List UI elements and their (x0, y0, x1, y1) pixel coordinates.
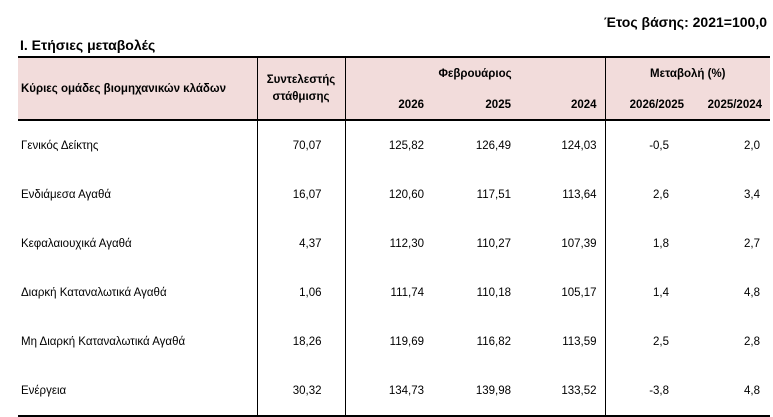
row-change-2026-2025: 2,6 (653, 188, 670, 201)
row-value-2024: 113,64 (519, 170, 606, 219)
header-weight-line1: Συντελεστής (266, 73, 336, 86)
row-name: Κεφαλαιουχικά Αγαθά (18, 219, 258, 268)
row-value-2025: 117,51 (476, 188, 511, 201)
row-weight: 30,32 (257, 366, 346, 417)
row-weight: 70,07 (257, 120, 346, 170)
header-year-2024: 2024 (519, 90, 606, 120)
row-value-2025: 116,82 (476, 335, 511, 348)
header-year-2026: 2026 (345, 90, 432, 120)
table-row: Ενδιάμεσα Αγαθά 16,07 120,60 117,51 113,64 2,… (18, 170, 770, 219)
header-change: Μεταβολή (%) (605, 57, 771, 90)
row-name: Διαρκή Καταναλωτικά Αγαθά (18, 268, 258, 317)
row-change-2026-2025: -0,5 (649, 139, 670, 152)
row-value-2024: 107,39 (519, 219, 606, 268)
row-change-2026-2025: -3,8 (605, 366, 693, 417)
row-change-2025-2024: 2,7 (744, 237, 761, 250)
row-value-2025: 139,98 (432, 366, 519, 417)
section-title: I. Ετήσιες μεταβολές (20, 37, 156, 53)
row-name: Ενδιάμεσα Αγαθά (18, 170, 258, 219)
row-weight: 1,06 (257, 268, 346, 317)
row-value-2026: 111,74 (390, 286, 424, 299)
row-weight: 18,26 (257, 317, 346, 366)
row-value-2026: 134,73 (345, 366, 432, 417)
row-value-2024: 105,17 (519, 268, 606, 317)
industrial-index-table: Κύριες ομάδες βιομηχανικών κλάδων Συντελ… (18, 56, 771, 417)
row-value-2024: 113,59 (519, 317, 606, 366)
row-weight: 16,07 (257, 170, 346, 219)
row-change-2025-2024: 2,8 (744, 335, 761, 348)
header-month: Φεβρουάριος (345, 57, 606, 90)
header-change-2026-2025: 2026/2025 (605, 90, 693, 120)
table-row: Ενέργεια 30,32 134,73 139,98 133,52 -3,8 4,8 (18, 366, 771, 417)
row-value-2026: 112,30 (389, 237, 424, 250)
row-value-2026: 125,82 (388, 139, 424, 152)
header-weight: Συντελεστής στάθμισης (257, 57, 346, 120)
table-row: Κεφαλαιουχικά Αγαθά 4,37 112,30 110,27 107,3… (18, 219, 770, 268)
header-change-2025-2024: 2025/2024 (692, 90, 771, 120)
row-change-2025-2024: 4,8 (692, 366, 771, 417)
row-name: Ενέργεια (18, 366, 258, 417)
row-change-2025-2024: 3,4 (744, 188, 761, 201)
row-value-2024: 124,03 (519, 120, 606, 170)
row-value-2024: 133,52 (519, 366, 606, 417)
header-year-2025: 2025 (432, 90, 519, 120)
row-change-2026-2025: 1,8 (653, 237, 670, 250)
table-row: Διαρκή Καταναλωτικά Αγαθά 1,06 111,74 110,1… (18, 268, 770, 317)
row-value-2025: 110,18 (476, 286, 511, 299)
row-value-2025: 126,49 (475, 139, 511, 152)
row-name: Μη Διαρκή Καταναλωτικά Αγαθά (18, 317, 258, 366)
row-change-2025-2024: 4,8 (744, 286, 761, 299)
row-change-2025-2024: 2,0 (744, 139, 761, 152)
row-value-2026: 119,69 (389, 335, 424, 348)
row-change-2026-2025: 1,4 (653, 286, 670, 299)
table-row: Μη Διαρκή Καταναλωτικά Αγαθά 18,26 119,69 1… (18, 317, 770, 366)
header-weight-line2: στάθμισης (272, 90, 330, 103)
row-name: Γενικός Δείκτης (18, 120, 258, 170)
header-row-label: Κύριες ομάδες βιομηχανικών κλάδων (18, 57, 258, 120)
row-weight: 4,37 (257, 219, 346, 268)
base-year-note: Έτος βάσης: 2021=100,0 (604, 14, 767, 30)
row-change-2026-2025: 2,5 (653, 335, 670, 348)
table-row: Γενικός Δείκτης 70,07 125,82 126,49 124,03 -0… (18, 120, 770, 170)
row-value-2026: 120,60 (388, 188, 424, 201)
row-value-2025: 110,27 (476, 237, 511, 250)
